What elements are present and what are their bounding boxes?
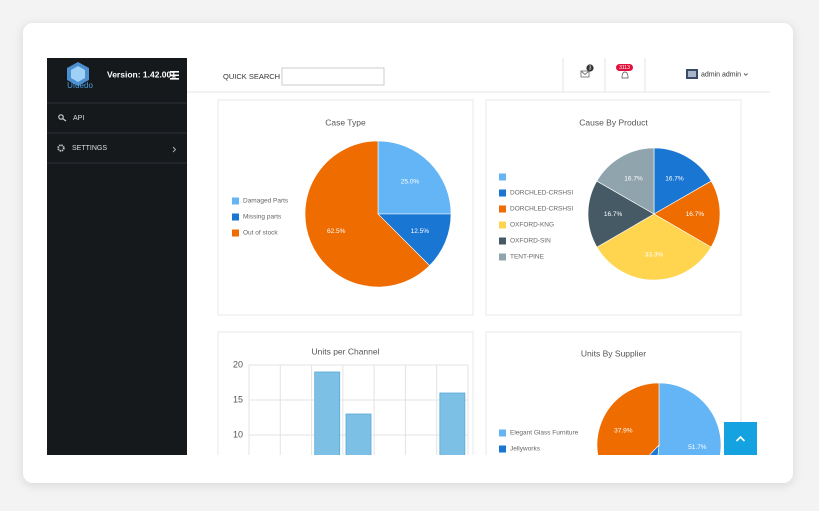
legend-label: TENT-PINE [510,254,545,261]
legend-swatch [499,221,506,229]
version: Version: 1.42.001 [107,69,176,79]
legend-swatch [232,229,239,237]
scroll-top-button[interactable] [724,422,757,455]
pie-slice [649,444,660,455]
pie-slice [377,213,452,267]
legend-label: DORCHLED-CRSHSI [510,190,573,197]
pie-slice [596,382,660,455]
legend-label: Elegant Glass Furniture [510,430,579,437]
slice-label: 51.7% [688,444,707,451]
legend-label: Damaged Parts [243,198,289,205]
legend-label: OXFORD-KNG [510,222,554,229]
legend-swatch [499,445,506,453]
slice-label: 16.7% [624,175,643,182]
mail-button[interactable]: 3 [580,64,594,78]
y-tick-label: 15 [233,394,243,404]
legend-swatch [499,253,506,261]
bell-badge: 3113 [619,65,630,71]
pie-slice [653,180,721,248]
menu-toggle[interactable] [170,71,179,80]
chart-title: Cause By Product [579,117,648,127]
logo-text: Ufdedo [67,81,93,90]
slice-label: 16.7% [604,211,623,218]
legend-swatch [499,205,506,213]
pie-slice [653,147,712,215]
legend-swatch [499,237,506,245]
legend-swatch [499,429,506,437]
legend-label: Missing parts [243,214,282,221]
chart-title: Units per Channel [311,346,379,356]
chart-title: Case Type [325,117,366,127]
slice-label: 37.9% [614,427,633,434]
slice-label: 16.7% [665,175,684,182]
bar [314,371,341,455]
slice-label: 12.5% [411,228,430,235]
menu-label: SETTINGS [72,145,107,152]
legend-label: DORCHLED-CRSHSI [510,206,573,213]
slice-label: 25.0% [401,179,420,186]
y-tick-label: 20 [233,359,243,369]
legend-swatch [232,197,239,205]
y-tick-label: 10 [233,429,243,439]
pie-slice [596,213,712,281]
sidebar [47,58,187,455]
legend-label: OXFORD-SIN [510,238,551,245]
legend-swatch [232,213,239,221]
slice-label: 62.5% [327,228,346,235]
bell-button[interactable]: 3113 [616,64,633,79]
logo: Ufdedo [67,62,93,90]
pie-slice [657,382,722,455]
bar [439,392,466,455]
menu-item[interactable]: API [58,114,85,122]
menu-label: API [73,115,84,122]
pie-slice [596,147,655,215]
mail-badge: 3 [589,66,592,72]
legend-swatch [499,173,506,181]
pie-slice [587,180,655,248]
user-name: admin admin [701,71,741,78]
search-input[interactable] [281,67,385,86]
pie-slice [304,140,431,288]
legend-label: Out of stock [243,230,278,237]
pie-slice [377,140,452,215]
search-label: QUICK SEARCH : [223,72,284,81]
legend-label: Jellyworks [510,446,541,453]
menu-item[interactable]: SETTINGS [57,144,177,153]
slice-label: 16.7% [686,211,705,218]
chart-title: Units By Supplier [581,348,646,358]
legend-swatch [499,189,506,197]
slice-label: 33.3% [645,252,664,259]
user-menu[interactable]: admin admin [686,69,748,79]
bar [345,413,372,455]
